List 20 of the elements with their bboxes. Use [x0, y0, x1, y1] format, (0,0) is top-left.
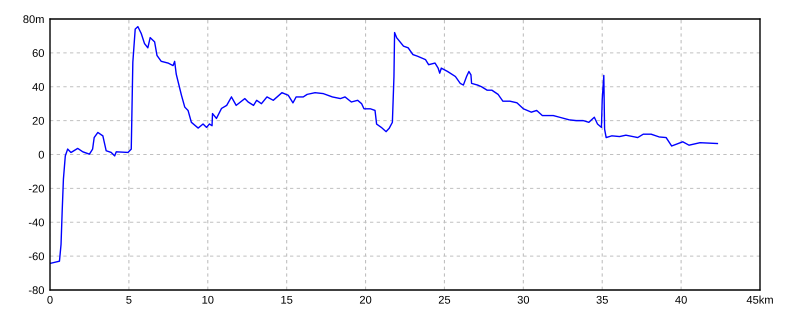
x-tick-label: 30 [518, 296, 530, 304]
y-tick-label: -60 [28, 252, 44, 260]
x-tick-label: 45km [746, 296, 773, 304]
x-tick-label: 25 [438, 296, 450, 304]
y-tick-label: 60 [32, 49, 44, 58]
x-tick-label: 20 [360, 296, 372, 304]
y-tick-label: 20 [32, 116, 44, 125]
y-tick-label: 80m [23, 15, 44, 24]
y-tick-label: -40 [28, 218, 44, 226]
x-tick-label: 15 [281, 296, 292, 304]
y-tick-label: 0 [38, 150, 44, 159]
x-tick-label: 35 [596, 296, 608, 304]
y-tick-label: -20 [28, 184, 44, 193]
x-tick-label: 10 [202, 296, 214, 304]
x-tick-label: 0 [47, 296, 53, 304]
y-tick-label: -80 [28, 286, 44, 294]
y-tick-label: 40 [32, 83, 44, 91]
line-series [50, 26, 718, 264]
x-tick-label: 40 [675, 296, 687, 304]
x-tick-label: 5 [126, 296, 132, 304]
